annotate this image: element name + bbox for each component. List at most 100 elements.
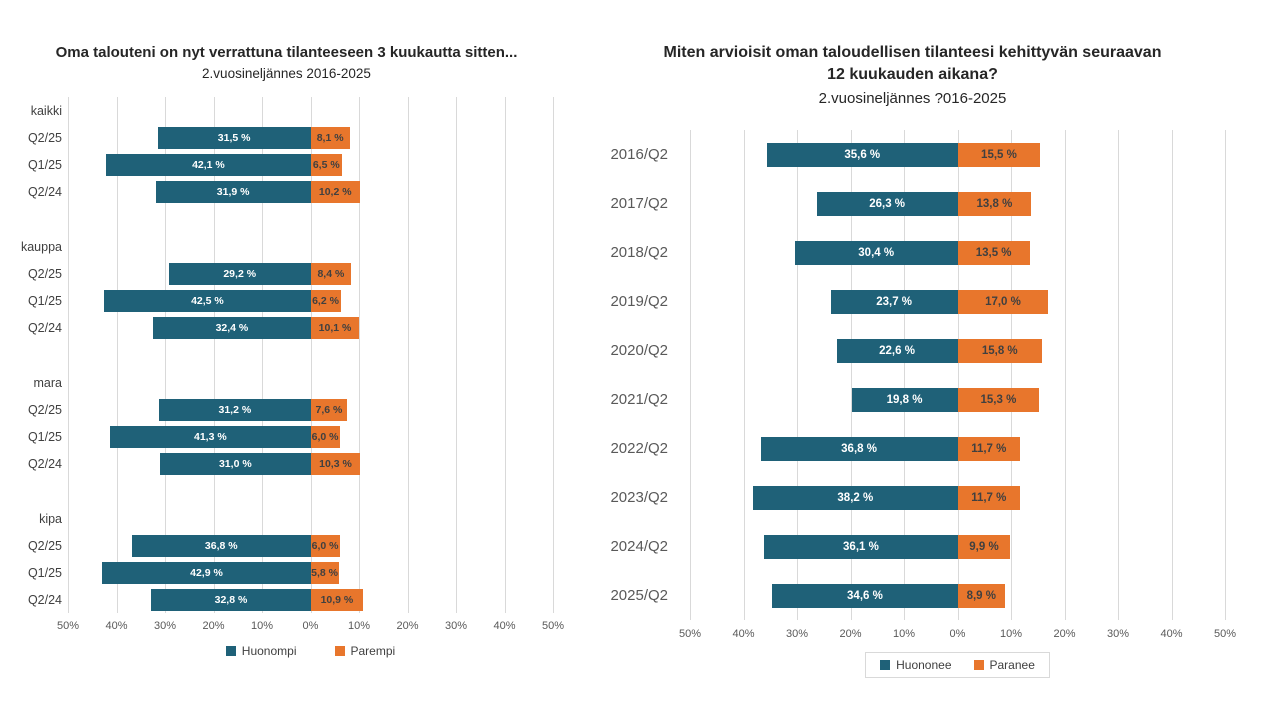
axis-tick-label: 40% [105,620,128,632]
axis-tick-label: 50% [541,620,565,632]
bar-value-label: 30,4 % [858,246,895,259]
negative-bar: 19,8 % [851,387,958,412]
plot-row: 35,6 % 15,5 % [690,130,1225,179]
bar-value-label: 41,3 % [194,430,227,443]
bar-value-label: 38,2 % [837,491,874,504]
plot-row: 29,2 % 8,4 % [68,260,553,287]
positive-bar: 7,6 % [310,398,348,421]
positive-bar: 6,0 % [310,425,340,448]
category-label: 2025/Q2 [610,587,668,604]
positive-bar: 10,1 % [310,316,360,339]
plot-area: kaikki Q2/25 31,5 % 8,1 % Q1/25 42,1 % 6,5 % Q2… [20,97,554,613]
bar-row: 2024/Q2 36,1 % 9,9 % [600,522,1225,571]
legend-label: Huononee [896,658,952,672]
axis-tick-label: 10% [999,628,1023,640]
chart-economy-vs-3-months-ago: Oma talouteni on nyt verrattuna tilantee… [20,28,564,658]
bar-value-label: 36,1 % [843,540,879,553]
gridline [213,97,215,613]
chart-subtitle: 2.vuosineljännes ?016-2025 [818,90,1007,107]
legend-label: Paranee [989,658,1035,672]
plot-row: 19,8 % 15,3 % [690,375,1225,424]
legend-swatch [880,660,891,670]
axis-tick-label: 10% [250,620,274,632]
plot-row: 32,8 % 10,9 % [68,586,553,613]
negative-bar: 32,8 % [151,588,311,611]
negative-bar: 34,6 % [772,583,958,608]
negative-bar: 22,6 % [836,338,958,363]
category-label: Q2/24 [27,320,62,335]
category-label: Q2/24 [27,456,62,471]
bar-value-label: 23,7 % [876,295,913,308]
bar-row: Q1/25 42,9 % 5,8 % [20,559,553,586]
category-label: Q2/25 [27,266,62,281]
bar-value-label: 13,8 % [976,197,1013,210]
positive-bar: 8,4 % [310,262,352,285]
category-label: 2018/Q2 [610,244,668,261]
axis-tick-label: 50% [678,628,702,640]
bar-row: 2025/Q2 34,6 % 8,9 % [600,571,1225,620]
category-label: Q2/24 [27,592,62,607]
gridline [310,97,312,613]
bar-value-label: 32,8 % [214,593,248,606]
category-label: Q1/25 [27,429,62,444]
category-label: 2020/Q2 [610,342,668,359]
plot-row: 36,8 % 6,0 % [68,532,553,559]
plot-row: 42,9 % 5,8 % [68,559,553,586]
negative-bar: 41,3 % [110,425,311,448]
axis-tick-label: 20% [839,628,862,640]
gridline [1171,130,1173,620]
axis-tick-label: 0% [949,628,966,640]
plot-row: 41,3 % 6,0 % [68,423,553,450]
plot-row: 26,3 % 13,8 % [690,179,1225,228]
chart-title: Oma talouteni on nyt verrattuna tilantee… [55,44,518,61]
category-label: 2023/Q2 [610,489,668,506]
category-label: 2017/Q2 [610,195,668,212]
bar-value-label: 15,3 % [980,393,1017,406]
bar-value-label: 7,6 % [315,403,343,416]
gridline [797,130,798,620]
bar-value-label: 32,4 % [215,321,249,334]
bar-value-label: 9,9 % [969,540,999,553]
negative-bar: 42,1 % [106,153,311,176]
category-label: 2024/Q2 [610,538,668,555]
positive-bar: 10,9 % [310,588,364,611]
bar-row: 2021/Q2 19,8 % 15,3 % [600,375,1225,424]
legend-swatch [973,660,984,670]
axis-tick-label: 20% [202,620,225,632]
axis-tick-label: 50% [56,620,80,632]
bar-value-label: 22,6 % [879,344,915,357]
bar-row: 2017/Q2 26,3 % 13,8 % [600,179,1225,228]
positive-bar: 15,8 % [957,338,1043,363]
bar-value-label: 34,6 % [847,589,883,602]
category-label: 2022/Q2 [610,440,668,457]
bar-value-label: 31,9 % [216,185,250,198]
gridline [957,130,959,620]
bar-value-label: 42,9 % [190,566,223,579]
bar-row: Q2/24 32,8 % 10,9 % [20,586,553,613]
bar-value-label: 42,5 % [191,294,224,307]
bar-value-label: 35,6 % [844,148,881,161]
bar-row: 2016/Q2 35,6 % 15,5 % [600,130,1225,179]
positive-bar: 8,1 % [310,126,350,149]
gridline [116,97,118,613]
plot-row: 42,5 % 6,2 % [68,287,553,314]
plot-row: 31,9 % 10,2 % [68,178,553,205]
gridline [262,97,263,613]
legend-label: Huonompi [241,644,297,658]
negative-bar: 36,8 % [132,534,311,557]
bar-value-label: 11,7 % [971,491,1007,504]
category-label: Q2/25 [27,402,62,417]
positive-bar: 17,0 % [957,289,1049,314]
negative-bar: 32,4 % [153,316,311,339]
axis-tick-label: 30% [785,628,809,640]
positive-bar: 5,8 % [310,561,339,584]
negative-bar: 31,2 % [159,398,311,421]
category-label: Q2/24 [27,184,62,199]
gridline [743,130,745,620]
negative-bar: 31,9 % [155,180,311,203]
bar-value-label: 6,0 % [311,430,339,443]
bar-value-label: 5,8 % [311,566,338,579]
axis-tick-label: 40% [493,620,516,632]
positive-bar: 15,3 % [957,387,1040,412]
plot-row: 22,6 % 15,8 % [690,326,1225,375]
